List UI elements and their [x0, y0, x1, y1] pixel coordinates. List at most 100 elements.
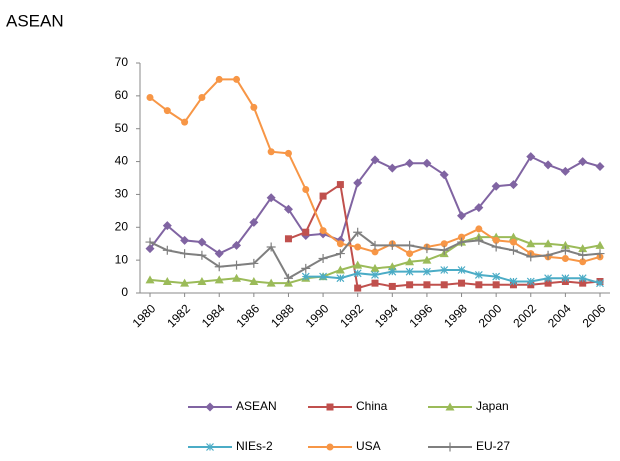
x-tick-label: 1986	[233, 301, 262, 330]
y-tick-label: 50	[115, 121, 129, 135]
marker	[336, 181, 344, 189]
legend-item: EU-27	[428, 439, 510, 453]
marker	[440, 240, 448, 248]
marker	[233, 75, 241, 83]
series-line	[305, 269, 601, 285]
marker	[439, 170, 449, 180]
marker	[335, 265, 345, 274]
marker	[406, 281, 414, 289]
y-tick-label: 0	[121, 285, 128, 299]
marker	[388, 282, 396, 290]
marker	[595, 249, 605, 259]
marker	[146, 94, 154, 101]
marker	[370, 240, 380, 250]
legend-item: NIEs-2	[188, 439, 273, 453]
marker	[422, 244, 432, 254]
marker	[544, 279, 552, 287]
marker	[197, 277, 207, 285]
y-tick-label: 20	[115, 219, 129, 233]
marker	[561, 255, 569, 262]
marker	[596, 279, 604, 288]
marker	[578, 274, 587, 283]
marker	[579, 258, 587, 266]
marker	[406, 250, 414, 258]
marker	[319, 272, 328, 281]
marker	[249, 217, 259, 227]
legend-label: Japan	[476, 399, 509, 413]
marker	[180, 249, 190, 259]
marker	[526, 277, 535, 286]
marker	[457, 211, 467, 221]
marker	[335, 249, 345, 259]
marker	[543, 239, 553, 248]
marker	[388, 267, 397, 276]
y-tick-label: 10	[115, 252, 129, 266]
marker	[283, 204, 293, 214]
marker	[205, 402, 215, 412]
marker	[198, 94, 206, 101]
marker	[232, 240, 242, 250]
marker	[266, 193, 276, 203]
marker	[595, 240, 605, 249]
marker	[492, 272, 501, 281]
marker	[214, 275, 224, 284]
marker	[162, 277, 172, 285]
marker	[526, 252, 536, 262]
series-line	[149, 155, 601, 255]
marker	[387, 163, 397, 173]
y-tick-label: 60	[115, 88, 129, 102]
marker	[422, 255, 432, 264]
marker	[232, 273, 242, 282]
marker	[181, 118, 189, 126]
marker	[595, 162, 605, 171]
marker	[508, 232, 518, 241]
legend-item: Japan	[428, 399, 509, 413]
marker	[284, 149, 292, 157]
marker	[457, 237, 467, 247]
marker	[353, 227, 363, 237]
marker	[492, 281, 500, 289]
marker	[445, 402, 455, 411]
marker	[206, 443, 214, 451]
marker	[371, 279, 379, 287]
marker	[544, 274, 553, 283]
marker	[445, 442, 455, 452]
marker	[215, 75, 223, 83]
marker	[474, 235, 484, 245]
marker	[543, 250, 553, 260]
x-tick-label: 1982	[164, 301, 193, 330]
marker	[214, 262, 224, 272]
marker	[405, 158, 415, 168]
x-tick-label: 1984	[199, 301, 228, 330]
marker	[250, 103, 258, 111]
y-tick-label: 40	[115, 154, 129, 168]
marker	[387, 240, 397, 250]
marker	[579, 279, 587, 287]
marker	[336, 240, 344, 248]
marker	[491, 181, 501, 191]
legend-label: EU-27	[476, 439, 510, 453]
marker	[578, 157, 588, 167]
x-tick-label: 1988	[268, 301, 297, 330]
marker	[458, 279, 466, 287]
marker	[508, 245, 518, 255]
marker	[578, 244, 588, 253]
marker	[145, 244, 155, 254]
series-line	[149, 78, 601, 263]
legend-label: USA	[356, 439, 381, 453]
marker	[302, 228, 310, 236]
x-tick-label: 1994	[372, 301, 401, 330]
marker	[163, 107, 171, 115]
marker	[266, 278, 276, 287]
marker	[475, 225, 483, 233]
marker	[578, 250, 588, 260]
marker	[491, 242, 501, 252]
marker	[422, 267, 431, 276]
marker	[440, 281, 448, 289]
marker	[232, 260, 242, 270]
marker	[354, 243, 362, 251]
x-tick-label: 2004	[545, 301, 574, 330]
marker	[353, 178, 363, 188]
marker	[370, 155, 380, 165]
y-tick-label: 30	[115, 187, 129, 201]
